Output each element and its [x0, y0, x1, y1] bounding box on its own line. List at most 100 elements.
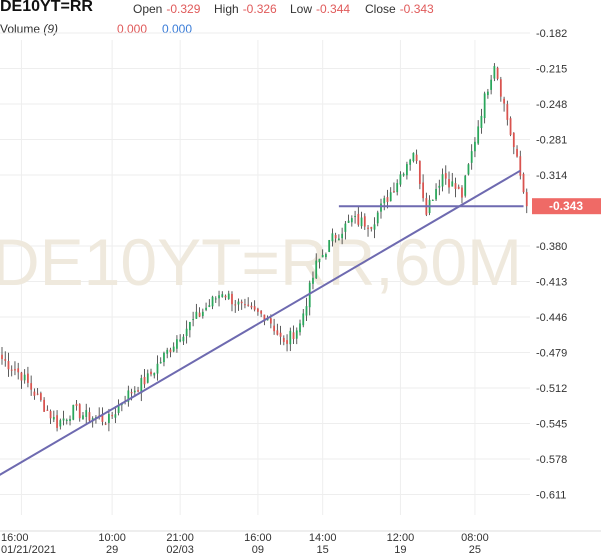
candle-body	[192, 319, 195, 321]
candle-body	[247, 304, 250, 306]
candle-body	[159, 361, 162, 364]
candle-body	[195, 311, 198, 319]
open-readout: Open -0.329	[133, 2, 200, 16]
candle-body	[108, 414, 110, 423]
candle-body	[46, 409, 49, 411]
candle-body	[441, 174, 444, 187]
candle-body	[516, 148, 518, 157]
low-readout: Low -0.344	[290, 2, 350, 16]
candle-body	[166, 349, 169, 354]
candle-body	[111, 414, 114, 417]
candle-body	[36, 393, 39, 395]
candle-body	[493, 66, 496, 79]
candle-body	[1, 354, 3, 360]
x-axis: 16:0001/21/202110:002921:0002/0316:00091…	[0, 530, 601, 556]
candle-body	[43, 399, 46, 412]
x-tick-time: 16:00	[1, 532, 29, 544]
candle-body	[431, 199, 434, 201]
last-price-badge	[532, 198, 601, 215]
candle-body	[4, 359, 7, 361]
candle-body	[279, 332, 282, 337]
candle-body	[490, 79, 493, 90]
candle-body	[133, 390, 136, 393]
candle-body	[237, 301, 240, 305]
candle-body	[250, 305, 253, 308]
candle-body	[503, 98, 505, 104]
candle-body	[114, 414, 117, 418]
y-tick-label: -0.380	[536, 241, 567, 253]
x-tick-date: 19	[394, 544, 406, 556]
candle-body	[231, 293, 233, 305]
candle-body	[75, 403, 78, 406]
candle-body	[214, 298, 217, 300]
y-tick-label: -0.611	[536, 490, 566, 502]
candle-body	[331, 233, 334, 242]
x-tick-time: 14:00	[309, 532, 337, 544]
x-tick-date: 01/21/2021	[1, 544, 56, 556]
close-value: -0.343	[399, 2, 434, 16]
candle-body	[341, 233, 344, 239]
candle-body	[244, 304, 246, 306]
candle-body	[224, 295, 227, 298]
candle-body	[208, 305, 211, 308]
candle-body	[240, 301, 243, 304]
candle-body	[156, 363, 159, 374]
candle-body	[172, 346, 175, 352]
candle-body	[137, 390, 139, 392]
x-tick-date: 02/03	[166, 544, 194, 556]
candle-body	[519, 156, 522, 176]
high-label: High	[214, 2, 239, 16]
candle-body	[227, 293, 230, 300]
candle-body	[49, 411, 52, 419]
x-tick-time: 12:00	[387, 532, 415, 544]
candle-body	[328, 240, 331, 252]
candle-body	[205, 307, 207, 310]
candles	[1, 63, 528, 432]
candle-body	[444, 173, 447, 179]
y-tick-label: -0.248	[536, 99, 567, 111]
candle-body	[260, 310, 263, 314]
candle-body	[117, 405, 120, 414]
y-tick-label: -0.182	[536, 28, 567, 40]
y-tick-label: -0.281	[536, 135, 567, 147]
candle-body	[282, 337, 285, 342]
candle-body	[188, 321, 191, 331]
candle-body	[467, 164, 470, 175]
y-tick-label: -0.512	[536, 383, 567, 395]
y-tick-label: -0.215	[536, 64, 567, 76]
trendline[interactable]	[0, 169, 521, 478]
candle-body	[269, 318, 272, 324]
candle-body	[525, 192, 528, 207]
candle-body	[59, 420, 62, 427]
candle-body	[14, 369, 16, 371]
x-tick-date: 29	[106, 544, 118, 556]
candle-body	[7, 361, 10, 370]
candle-body	[198, 312, 201, 317]
candle-body	[448, 179, 450, 188]
candle-body	[273, 325, 275, 332]
candle-body	[380, 203, 382, 212]
candle-body	[451, 181, 454, 187]
y-tick-label: -0.314	[536, 170, 567, 182]
candle-body	[344, 223, 347, 232]
candle-body	[276, 330, 279, 335]
chart-grid	[0, 32, 530, 515]
candle-body	[234, 304, 237, 306]
low-value: -0.344	[316, 2, 351, 16]
candle-body	[435, 188, 437, 200]
candle-body	[85, 410, 88, 417]
candle-body	[169, 349, 172, 353]
x-tick-time: 16:00	[244, 532, 272, 544]
candle-body	[483, 93, 486, 119]
candle-body	[399, 174, 402, 185]
candle-body	[512, 132, 515, 148]
candle-body	[20, 372, 23, 381]
candle-body	[412, 152, 415, 162]
candle-body	[360, 217, 363, 227]
candle-body	[406, 164, 408, 176]
candle-body	[325, 254, 327, 258]
trendlines[interactable]	[0, 169, 524, 478]
candle-body	[299, 323, 301, 333]
candle-body	[354, 215, 356, 217]
